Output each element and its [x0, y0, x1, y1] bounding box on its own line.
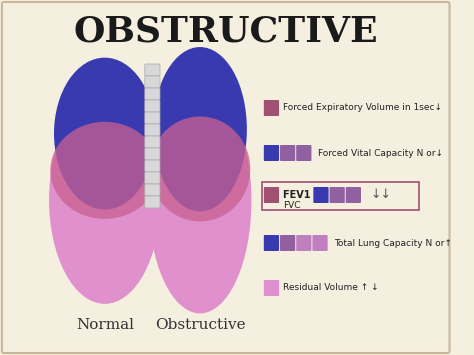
Text: FVC: FVC — [283, 201, 301, 209]
FancyBboxPatch shape — [2, 2, 449, 353]
FancyBboxPatch shape — [280, 145, 295, 161]
FancyBboxPatch shape — [280, 235, 295, 251]
FancyBboxPatch shape — [264, 235, 279, 251]
FancyBboxPatch shape — [329, 187, 345, 203]
Ellipse shape — [49, 95, 161, 304]
FancyBboxPatch shape — [145, 112, 160, 124]
Text: Forced Vital Capacity N or↓: Forced Vital Capacity N or↓ — [318, 148, 443, 158]
FancyBboxPatch shape — [296, 235, 311, 251]
Text: ↓↓: ↓↓ — [371, 189, 392, 202]
Text: Total Lung Capacity N or↑: Total Lung Capacity N or↑ — [334, 239, 452, 247]
FancyBboxPatch shape — [313, 187, 328, 203]
FancyBboxPatch shape — [264, 145, 279, 161]
FancyBboxPatch shape — [145, 196, 160, 208]
FancyBboxPatch shape — [145, 124, 160, 136]
FancyBboxPatch shape — [145, 76, 160, 88]
Ellipse shape — [54, 58, 155, 209]
Ellipse shape — [153, 47, 247, 211]
Ellipse shape — [150, 116, 250, 222]
FancyBboxPatch shape — [145, 100, 160, 112]
Text: Normal: Normal — [76, 318, 134, 332]
Text: Obstructive: Obstructive — [155, 318, 246, 332]
FancyBboxPatch shape — [264, 100, 279, 116]
FancyBboxPatch shape — [145, 136, 160, 148]
FancyBboxPatch shape — [145, 160, 160, 172]
FancyBboxPatch shape — [145, 64, 160, 76]
FancyBboxPatch shape — [145, 172, 160, 184]
Ellipse shape — [50, 122, 159, 219]
FancyBboxPatch shape — [145, 148, 160, 160]
Text: OBSTRUCTIVE: OBSTRUCTIVE — [73, 15, 378, 49]
Text: FEV1 /: FEV1 / — [283, 190, 317, 200]
Text: Forced Expiratory Volume in 1sec↓: Forced Expiratory Volume in 1sec↓ — [283, 104, 442, 113]
FancyBboxPatch shape — [145, 88, 160, 100]
FancyBboxPatch shape — [264, 280, 279, 296]
Text: Residual Volume ↑ ↓: Residual Volume ↑ ↓ — [283, 284, 379, 293]
Ellipse shape — [148, 88, 251, 313]
FancyBboxPatch shape — [346, 187, 361, 203]
FancyBboxPatch shape — [264, 187, 279, 203]
FancyBboxPatch shape — [296, 145, 311, 161]
FancyBboxPatch shape — [312, 235, 328, 251]
FancyBboxPatch shape — [145, 184, 160, 196]
